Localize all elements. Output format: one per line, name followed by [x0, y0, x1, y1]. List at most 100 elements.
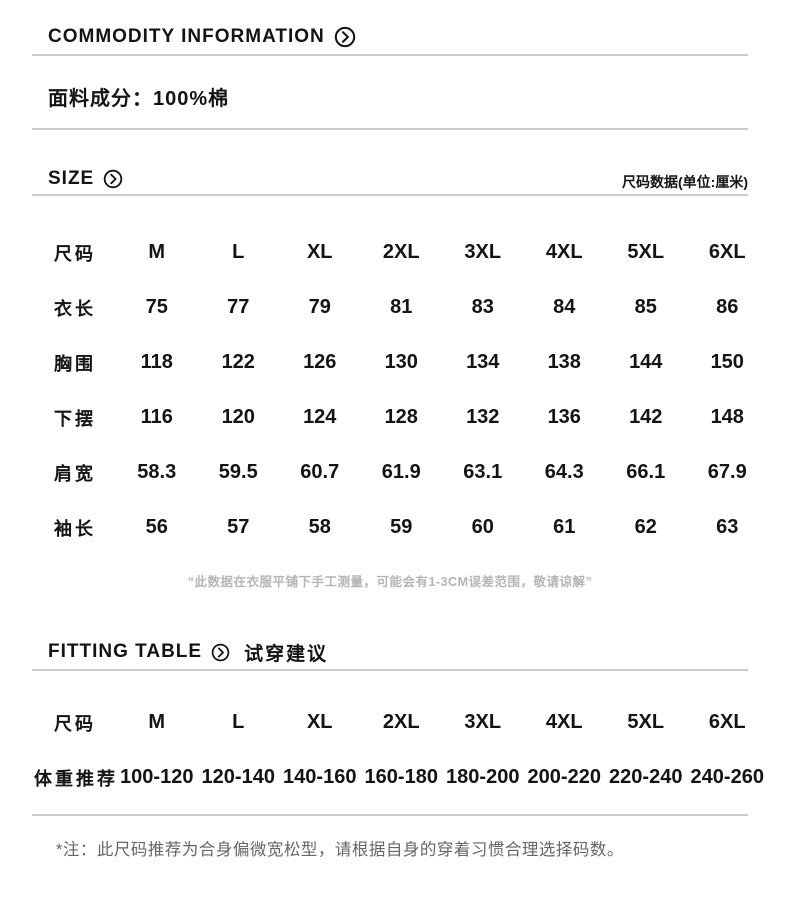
- table-cell: 67.9: [707, 461, 747, 483]
- table-row: 下摆 116 120 124 128 132 136 142 148: [34, 390, 790, 445]
- table-cell: 79: [308, 296, 331, 318]
- row-label: 胸围: [54, 353, 96, 374]
- table-cell: 150: [710, 351, 744, 373]
- table-cell: M: [148, 241, 166, 263]
- table-cell: 130: [384, 351, 418, 373]
- table-cell: 86: [716, 296, 739, 318]
- divider: [32, 54, 748, 56]
- table-cell: 66.1: [626, 461, 666, 483]
- chevron-right-circle-icon: [334, 26, 356, 48]
- size-header: SIZE: [48, 166, 123, 192]
- table-cell: 120: [221, 406, 255, 428]
- table-cell: 5XL: [627, 711, 665, 733]
- table-cell: 128: [384, 406, 418, 428]
- table-cell: 148: [710, 406, 744, 428]
- table-cell: 126: [303, 351, 337, 373]
- table-cell: 83: [471, 296, 494, 318]
- table-cell: 140-160: [283, 766, 357, 788]
- table-cell: 132: [466, 406, 500, 428]
- chevron-right-circle-icon: [211, 643, 230, 662]
- table-cell: 124: [303, 406, 337, 428]
- table-cell: XL: [306, 241, 333, 263]
- table-cell: 134: [466, 351, 500, 373]
- row-label: 下摆: [54, 408, 96, 429]
- table-cell: 240-260: [690, 766, 764, 788]
- divider: [32, 669, 748, 671]
- table-cell: 77: [227, 296, 250, 318]
- table-cell: 2XL: [382, 241, 420, 263]
- table-cell: 142: [629, 406, 663, 428]
- table-row: 尺码 M L XL 2XL 3XL 4XL 5XL 6XL: [34, 695, 790, 750]
- row-label: 尺码: [54, 713, 96, 734]
- table-row: 尺码 M L XL 2XL 3XL 4XL 5XL 6XL: [34, 225, 790, 280]
- size-section-header: SIZE 尺码数据(单位:厘米): [0, 166, 748, 192]
- table-cell: 85: [634, 296, 657, 318]
- table-cell: 58: [308, 516, 331, 538]
- table-cell: 6XL: [708, 241, 746, 263]
- fitting-table-title: FITTING TABLE: [48, 641, 203, 662]
- table-cell: 136: [547, 406, 581, 428]
- fabric-composition-label: 面料成分：: [48, 88, 153, 110]
- size-table: 尺码 M L XL 2XL 3XL 4XL 5XL 6XL 衣长 75 77 79 81 83 84 85 86 胸…: [34, 225, 790, 555]
- table-cell: 57: [227, 516, 250, 538]
- row-label: 体重推荐: [34, 768, 118, 789]
- table-cell: 4XL: [545, 711, 583, 733]
- table-cell: 116: [140, 406, 173, 428]
- table-cell: 220-240: [609, 766, 683, 788]
- table-cell: 56: [145, 516, 168, 538]
- table-cell: 2XL: [382, 711, 420, 733]
- table-cell: 75: [145, 296, 168, 318]
- row-label: 尺码: [54, 243, 96, 264]
- size-unit-label: 尺码数据(单位:厘米): [622, 174, 748, 190]
- table-cell: L: [232, 241, 245, 263]
- table-cell: 63.1: [463, 461, 503, 483]
- table-cell: 160-180: [364, 766, 438, 788]
- table-cell: 84: [553, 296, 576, 318]
- table-cell: 60: [471, 516, 494, 538]
- row-label: 袖长: [54, 518, 96, 539]
- table-cell: 120-140: [201, 766, 275, 788]
- table-row: 肩宽 58.3 59.5 60.7 61.9 63.1 64.3 66.1 67.9: [34, 445, 790, 500]
- fitting-table: 尺码 M L XL 2XL 3XL 4XL 5XL 6XL 体重推荐 100-120 120-140 1…: [34, 695, 790, 805]
- table-cell: 118: [140, 351, 173, 373]
- table-cell: 58.3: [137, 461, 177, 483]
- table-cell: 122: [221, 351, 255, 373]
- table-cell: 61: [553, 516, 576, 538]
- fitting-table-header: FITTING TABLE 试穿建议: [48, 639, 748, 665]
- table-cell: 60.7: [300, 461, 340, 483]
- table-row: 胸围 118 122 126 130 134 138 144 150: [34, 335, 790, 390]
- table-cell: 6XL: [708, 711, 746, 733]
- size-title: SIZE: [48, 168, 95, 189]
- table-cell: 4XL: [545, 241, 583, 263]
- table-cell: 138: [547, 351, 581, 373]
- divider: [32, 128, 748, 130]
- table-cell: 62: [634, 516, 657, 538]
- fabric-composition-value: 100%棉: [153, 88, 230, 110]
- commodity-info-title: COMMODITY INFORMATION: [48, 26, 325, 47]
- table-cell: 100-120: [120, 766, 194, 788]
- table-cell: M: [148, 711, 166, 733]
- table-cell: 63: [716, 516, 739, 538]
- commodity-info-header: COMMODITY INFORMATION: [48, 24, 748, 50]
- row-label: 衣长: [54, 298, 96, 319]
- table-cell: 3XL: [464, 241, 502, 263]
- table-row: 衣长 75 77 79 81 83 84 85 86: [34, 280, 790, 335]
- fabric-composition: 面料成分：100%棉: [48, 86, 748, 112]
- table-cell: 61.9: [381, 461, 421, 483]
- fitting-table-subtitle: 试穿建议: [244, 643, 329, 665]
- table-cell: 59.5: [218, 461, 258, 483]
- table-cell: 64.3: [544, 461, 584, 483]
- divider: [32, 814, 748, 816]
- table-cell: 81: [390, 296, 413, 318]
- table-cell: XL: [306, 711, 333, 733]
- size-recommendation-note: *注：此尺码推荐为合身偏微宽松型，请根据自身的穿着习惯合理选择码数。: [56, 841, 624, 859]
- table-cell: 180-200: [446, 766, 520, 788]
- table-row: 袖长 56 57 58 59 60 61 62 63: [34, 500, 790, 555]
- table-cell: L: [232, 711, 245, 733]
- measurement-disclaimer: “此数据在衣服平铺下手工测量，可能会有1-3CM误差范围，敬请谅解”: [187, 575, 593, 589]
- chevron-right-circle-icon: [103, 169, 123, 189]
- table-row: 体重推荐 100-120 120-140 140-160 160-180 180-200 2…: [34, 750, 790, 805]
- table-cell: 5XL: [627, 241, 665, 263]
- table-cell: 59: [390, 516, 413, 538]
